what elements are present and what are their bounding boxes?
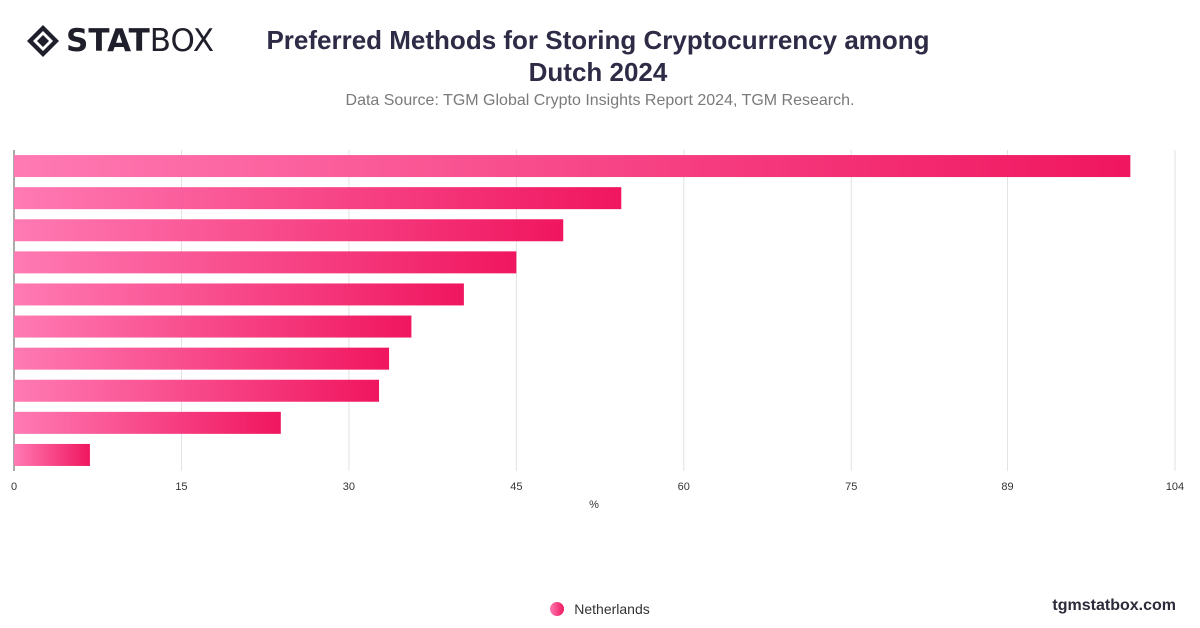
chart-subtitle: Data Source: TGM Global Crypto Insights …: [345, 92, 855, 109]
bar[interactable]: [14, 315, 412, 338]
x-tick-label: 75: [845, 481, 857, 493]
bar[interactable]: [14, 347, 390, 370]
bar[interactable]: [14, 219, 564, 242]
x-tick-label: 30: [343, 481, 355, 493]
chart-title-line1: Preferred Methods for Storing Cryptocurr…: [266, 25, 930, 55]
x-tick-label: 89: [1001, 481, 1013, 493]
site-url: tgmstatbox.com: [1052, 597, 1176, 614]
bar[interactable]: [14, 443, 90, 466]
x-tick-label: 104: [1166, 481, 1184, 493]
x-tick-label: 60: [678, 481, 690, 493]
bar[interactable]: [14, 379, 380, 402]
x-tick-label: 15: [175, 481, 187, 493]
bar-chart: 0 15 30 45 60 75 89 104 %: [11, 150, 1184, 511]
chart-title: Preferred Methods for Storing Cryptocurr…: [250, 24, 946, 88]
x-axis-label: %: [589, 499, 599, 511]
x-axis-ticks: 0 15 30 45 60 75 89 104: [11, 481, 1184, 493]
bar[interactable]: [14, 155, 1131, 178]
legend-marker-netherlands: [550, 602, 565, 616]
bar[interactable]: [14, 283, 464, 306]
bars: [14, 155, 1131, 466]
legend-label-netherlands: Netherlands: [574, 601, 650, 617]
x-tick-label: 45: [510, 481, 522, 493]
legend[interactable]: Netherlands: [0, 601, 1200, 617]
bar[interactable]: [14, 187, 622, 210]
bar[interactable]: [14, 251, 517, 274]
chart-title-line2: Dutch 2024: [528, 57, 668, 87]
logo-text: STATBOX: [66, 23, 215, 59]
x-tick-label: 0: [11, 481, 17, 493]
statbox-logo: STATBOX: [26, 24, 214, 58]
diamond-logo-icon: [27, 25, 59, 57]
bar[interactable]: [14, 411, 281, 434]
